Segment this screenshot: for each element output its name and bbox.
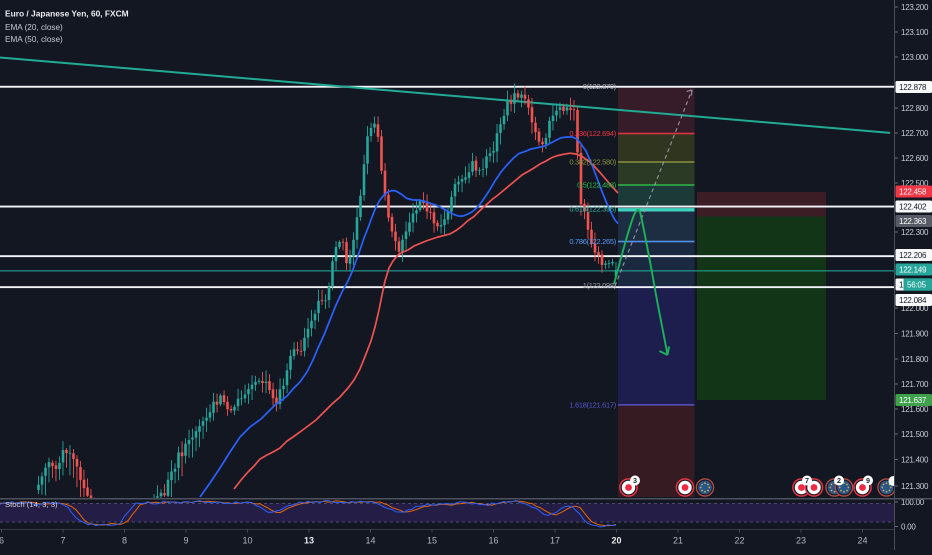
svg-text:56:05: 56:05 [907, 280, 927, 289]
svg-text:8: 8 [122, 536, 127, 546]
svg-text:0.5(122.488): 0.5(122.488) [577, 181, 617, 190]
svg-text:0.382(122.580): 0.382(122.580) [569, 158, 616, 167]
svg-text:21: 21 [673, 536, 683, 546]
svg-text:23: 23 [796, 536, 806, 546]
svg-text:17: 17 [550, 536, 560, 546]
svg-text:0.786(122.265): 0.786(122.265) [569, 237, 616, 246]
svg-text:123.000: 123.000 [901, 53, 929, 62]
svg-text:EMA (20, close): EMA (20, close) [5, 23, 63, 32]
svg-text:123.100: 123.100 [901, 28, 929, 37]
svg-text:7: 7 [805, 476, 809, 485]
svg-text:121.300: 121.300 [901, 482, 929, 491]
svg-text:EMA (50, close): EMA (50, close) [5, 35, 63, 44]
svg-text:3: 3 [633, 476, 637, 485]
svg-text:122.800: 122.800 [901, 104, 929, 113]
svg-text:122.149: 122.149 [899, 265, 927, 274]
svg-text:122.878: 122.878 [899, 83, 927, 92]
svg-text:15: 15 [427, 536, 437, 546]
svg-text:121.400: 121.400 [901, 455, 929, 464]
svg-text:121.637: 121.637 [899, 396, 927, 405]
svg-text:122.084: 122.084 [899, 296, 927, 305]
svg-text:122.206: 122.206 [899, 251, 927, 260]
svg-text:0.618(122.396): 0.618(122.396) [569, 204, 616, 213]
svg-text:22: 22 [734, 536, 744, 546]
svg-text:122.700: 122.700 [901, 129, 929, 138]
svg-text:16: 16 [488, 536, 498, 546]
svg-text:9: 9 [183, 536, 188, 546]
svg-text:9: 9 [866, 476, 870, 485]
svg-text:14: 14 [365, 536, 375, 546]
svg-text:0.00: 0.00 [901, 522, 916, 531]
svg-text:24: 24 [857, 536, 867, 546]
svg-text:122.458: 122.458 [899, 187, 927, 196]
svg-text:1.618(121.617): 1.618(121.617) [569, 400, 616, 409]
svg-text:6: 6 [0, 536, 4, 546]
svg-text:121.900: 121.900 [901, 329, 929, 338]
svg-text:Stoch (14, 3, 3): Stoch (14, 3, 3) [5, 500, 58, 509]
svg-text:10: 10 [242, 536, 252, 546]
svg-text:122.363: 122.363 [899, 217, 927, 226]
svg-text:121.500: 121.500 [901, 430, 929, 439]
svg-text:0(122.870): 0(122.870) [583, 82, 617, 91]
svg-text:122.600: 122.600 [901, 154, 929, 163]
svg-text:121.800: 121.800 [901, 355, 929, 364]
svg-text:0.236(122.694): 0.236(122.694) [569, 129, 616, 138]
svg-text:122.300: 122.300 [901, 228, 929, 237]
svg-text:7: 7 [60, 536, 65, 546]
svg-text:2: 2 [837, 476, 841, 485]
svg-text:20: 20 [611, 536, 621, 546]
svg-text:123.200: 123.200 [901, 3, 929, 12]
svg-text:13: 13 [304, 536, 314, 546]
svg-text:1(122.098): 1(122.098) [583, 281, 617, 290]
svg-text:121.600: 121.600 [901, 405, 929, 414]
svg-text:122.402: 122.402 [899, 202, 927, 211]
svg-text:Euro / Japanese Yen, 60, FXCM: Euro / Japanese Yen, 60, FXCM [5, 9, 129, 19]
svg-text:121.700: 121.700 [901, 380, 929, 389]
